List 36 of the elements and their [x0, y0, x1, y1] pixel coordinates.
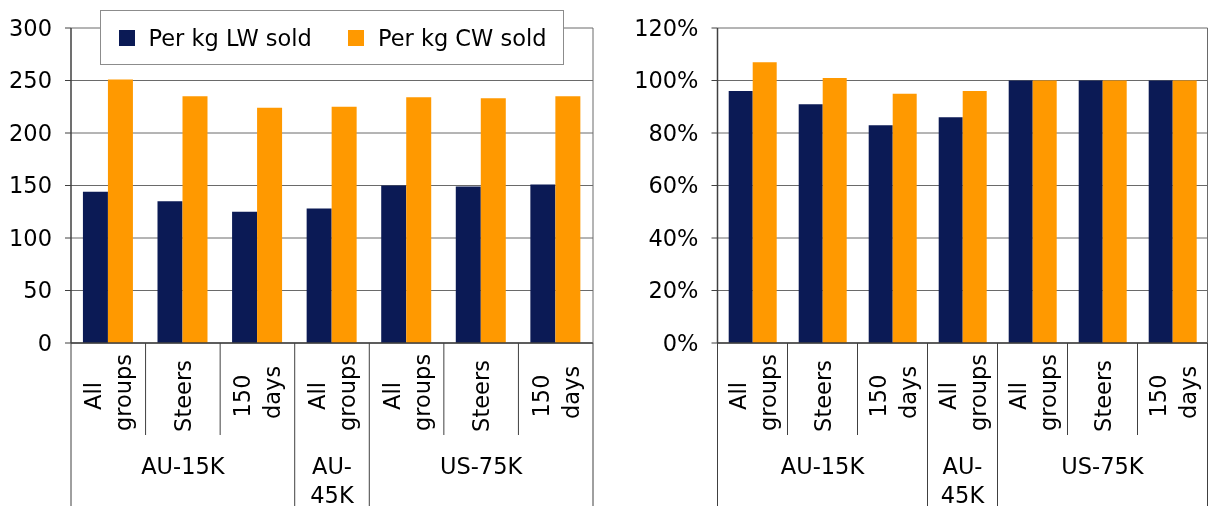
- x-tick-label: 150 days: [1144, 365, 1201, 427]
- y-tick-label: 80%: [648, 119, 699, 146]
- y-tick-label: 40%: [648, 224, 699, 251]
- x-tick-label: 150 days: [527, 365, 584, 427]
- x-tick-label: 150 days: [229, 365, 286, 427]
- x-tick-label: All groups: [724, 353, 781, 439]
- y-tick-label: 100%: [634, 67, 699, 94]
- x-tick-label: All groups: [1004, 353, 1061, 439]
- y-tick-label: 250: [9, 67, 52, 94]
- y-tick-label: 120%: [634, 14, 699, 41]
- text: AU-45K: [940, 453, 986, 506]
- y-tick-label: 60%: [648, 172, 699, 199]
- y-tick-label: 20%: [648, 277, 699, 304]
- text: AU-15K: [141, 453, 226, 479]
- legend-label: Per kg LW sold: [148, 24, 312, 51]
- y-tick-label: 50: [23, 277, 52, 304]
- y-tick-label: 200: [9, 119, 52, 146]
- x-tick-label: 150 days: [864, 365, 921, 427]
- text: AU-45K: [310, 453, 355, 506]
- y-tick-label: 150: [9, 172, 52, 199]
- x-tick-label: All groups: [80, 353, 137, 439]
- y-tick-label: 0%: [662, 329, 699, 356]
- x-tick-label: All groups: [378, 353, 435, 439]
- x-tick-label: All groups: [934, 353, 991, 439]
- text: AU-15K: [780, 453, 866, 479]
- x-tick-label: Steers: [468, 360, 495, 432]
- text: US-75K: [440, 453, 524, 479]
- x-tick-label: Steers: [169, 360, 196, 432]
- y-tick-label: 0: [37, 329, 52, 356]
- x-tick-label: Steers: [1089, 360, 1116, 432]
- x-tick-label: Steers: [809, 360, 836, 432]
- y-tick-label: 100: [9, 224, 52, 251]
- legend-label: Per kg CW sold: [377, 24, 547, 51]
- text: US-75K: [1061, 453, 1145, 479]
- x-tick-label: All groups: [304, 353, 360, 439]
- y-tick-label: 300: [9, 14, 52, 41]
